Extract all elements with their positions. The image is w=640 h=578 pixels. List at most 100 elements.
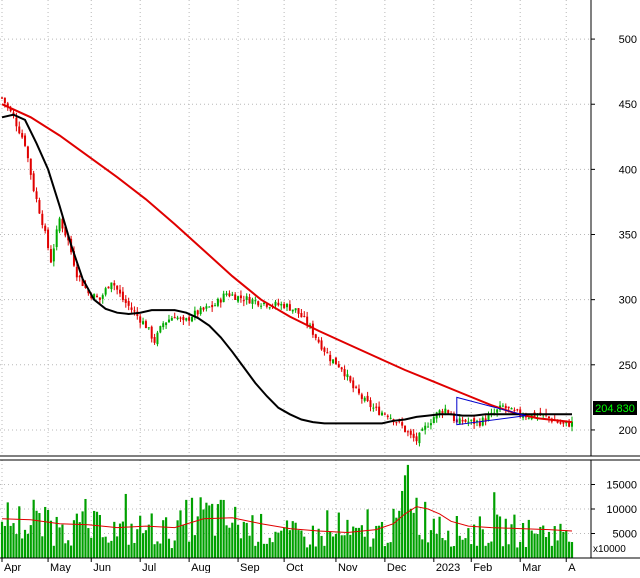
candle-up <box>165 322 168 326</box>
volume-bar <box>262 543 266 558</box>
volume-bar <box>553 526 556 558</box>
volume-bar <box>521 522 525 558</box>
candle-up <box>93 294 96 300</box>
candle-up <box>280 303 283 306</box>
volume-bar <box>167 538 171 558</box>
volume-bar <box>467 528 470 558</box>
candle-down <box>265 304 268 307</box>
volume-bar <box>283 527 286 558</box>
volume-bar <box>303 536 306 558</box>
volume-bar <box>475 545 479 558</box>
volume-bar <box>429 530 433 558</box>
candle-down <box>369 400 372 408</box>
time-tick-label: Nov <box>338 562 358 573</box>
volume-bar <box>550 545 553 558</box>
volume-bar <box>81 511 84 558</box>
candle-up <box>199 307 202 315</box>
candle-down <box>242 300 245 302</box>
candle-down <box>173 317 176 319</box>
candle-down <box>179 317 182 319</box>
volume-bar <box>366 509 369 558</box>
candle-up <box>285 303 289 308</box>
volume-bar <box>193 535 196 558</box>
volume-bar <box>101 537 104 558</box>
volume-bar <box>87 528 90 558</box>
candle-down <box>84 284 87 288</box>
candle-down <box>300 312 303 318</box>
candle-down <box>81 279 84 286</box>
candle-up <box>52 248 55 262</box>
volume-bar <box>544 537 548 558</box>
panel-frame <box>0 0 640 559</box>
candle-down <box>107 286 110 289</box>
candle-up <box>55 229 58 248</box>
time-tick-label: Aug <box>191 562 211 573</box>
volume-bar <box>144 530 148 558</box>
candle-up <box>332 359 335 364</box>
volume-bar <box>424 501 427 558</box>
candle-down <box>306 316 309 325</box>
candle-up <box>216 298 219 306</box>
short-moving-average-line <box>1 113 572 425</box>
volume-bar <box>185 499 188 558</box>
candle-up <box>487 415 490 421</box>
candle-down <box>15 117 18 127</box>
candle-down <box>98 297 101 300</box>
candle-up <box>205 306 208 309</box>
candle-down <box>404 425 407 432</box>
volume-bar <box>231 522 234 558</box>
volume-bar <box>64 543 67 558</box>
candle-down <box>340 367 343 370</box>
volume-bar <box>173 540 176 558</box>
volume-bar <box>403 475 407 558</box>
volume-bar <box>26 533 30 558</box>
volume-tick-label: 10000 <box>606 504 637 516</box>
volume-bar <box>329 531 332 558</box>
candle-down <box>464 419 467 422</box>
time-tick-label: A <box>568 562 576 573</box>
volume-bar <box>280 530 283 558</box>
candle-up <box>458 418 461 424</box>
volume-bar <box>41 536 44 558</box>
volume-bar <box>340 535 343 558</box>
volume-bar <box>107 542 110 558</box>
candle-up <box>380 412 384 416</box>
last-price-marker: 204.830 <box>593 401 637 415</box>
volume-bar <box>568 541 571 558</box>
volume-bar <box>409 508 412 558</box>
volume-bar <box>205 502 208 558</box>
volume-bar <box>21 538 24 558</box>
volume-bar <box>121 521 125 558</box>
candle-down <box>415 436 418 442</box>
volume-bar <box>501 546 505 558</box>
candle-series <box>0 96 574 447</box>
time-tick-label: Apr <box>4 562 21 573</box>
volume-bar <box>438 516 441 558</box>
volume-bar <box>164 517 168 558</box>
candle-down <box>337 364 340 368</box>
candle-down <box>378 406 381 415</box>
candle-down <box>130 307 133 310</box>
volume-bar <box>75 513 78 558</box>
candle-down <box>288 304 291 311</box>
volume-bar <box>259 513 263 558</box>
volume-bar <box>23 529 27 558</box>
candle-down <box>121 291 124 300</box>
candle-up <box>167 319 170 323</box>
volume-bar <box>32 499 35 558</box>
volume-bar <box>251 515 254 558</box>
volume-bar <box>254 545 257 558</box>
candle-down <box>6 103 9 107</box>
volume-bar <box>360 525 363 558</box>
volume-bar <box>159 543 162 558</box>
candle-up <box>251 299 254 304</box>
volume-bar <box>156 541 159 558</box>
volume-bar <box>44 506 47 558</box>
volume-bar <box>421 539 424 558</box>
volume-bar <box>556 540 559 558</box>
volume-bar <box>349 534 352 558</box>
volume-bar <box>352 526 355 558</box>
volume-bar <box>141 533 145 558</box>
candle-down <box>504 405 507 409</box>
volume-bar <box>242 521 245 558</box>
